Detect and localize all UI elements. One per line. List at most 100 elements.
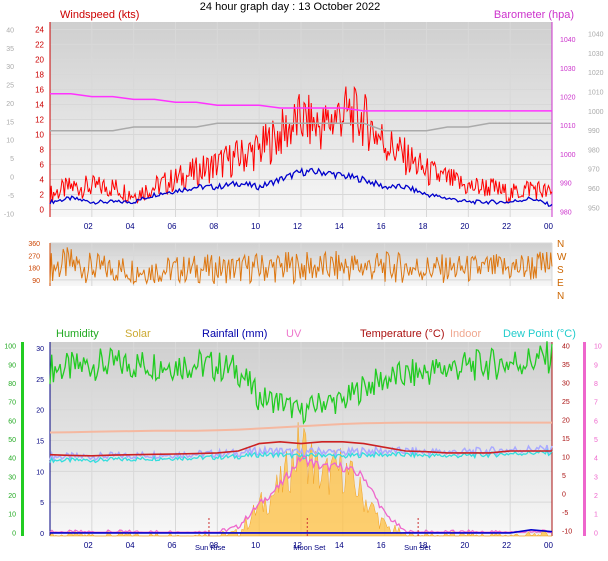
temp-tick-label: 25 <box>562 399 570 406</box>
rain-label: Rainfall (mm) <box>202 328 267 340</box>
humidity-tick-label: 30 <box>8 474 16 481</box>
barometer-line <box>50 92 552 112</box>
graph-title: 24 hour graph day : 13 October 2022 <box>200 1 380 13</box>
temp-tick-label: 10 <box>562 455 570 462</box>
x-tick-label: 00 <box>544 541 553 550</box>
temperature-line <box>49 440 552 457</box>
x-tick-label: 12 <box>293 541 302 550</box>
uv-tick-label: 9 <box>594 362 598 369</box>
dir-tick-label: 270 <box>28 253 40 260</box>
humidity-tick-label: 90 <box>8 362 16 369</box>
baro-outer-tick-label: 990 <box>588 128 600 135</box>
rain-tick-label: 0 <box>40 531 44 538</box>
outer-tick-label: 25 <box>6 83 14 90</box>
outer-tick-label: -10 <box>4 211 14 218</box>
humidity-tick-label: 80 <box>8 381 16 388</box>
temp-tick-label: 20 <box>562 418 570 425</box>
x-tick-label: 18 <box>419 541 428 550</box>
panel-labels: Windspeed (kts) Barometer (hpa) Humidity… <box>56 9 576 340</box>
wind-tick-label: 2 <box>40 191 45 200</box>
x-tick-label: 04 <box>126 541 135 550</box>
baro-outer-tick-label: 1020 <box>588 70 604 77</box>
compass-label: N <box>557 291 564 302</box>
x-tick-label: 00 <box>544 222 553 231</box>
rain-tick-label: 25 <box>36 377 44 384</box>
wind-tick-label: 14 <box>35 101 44 110</box>
outer-tick-label: 0 <box>10 175 14 182</box>
outer-tick-label: 15 <box>6 119 14 126</box>
uv-tick-label: 0 <box>594 530 598 537</box>
baro-outer-tick-label: 1000 <box>588 109 604 116</box>
temp-tick-label: 35 <box>562 362 570 369</box>
uv-tick-label: 2 <box>594 493 598 500</box>
x-tick-label: 16 <box>377 541 386 550</box>
uv-tick-label: 8 <box>594 381 598 388</box>
rain-tick-label: 15 <box>36 439 44 446</box>
solar-label: Solar <box>125 328 151 340</box>
humidity-tick-label: 70 <box>8 400 16 407</box>
temp-tick-label: 30 <box>562 381 570 388</box>
x-tick-label: 10 <box>251 541 260 550</box>
x-tick-label: 20 <box>460 541 469 550</box>
humidity-tick-label: 60 <box>8 418 16 425</box>
baro-outer-tick-label: 960 <box>588 186 600 193</box>
wind-tick-label: 6 <box>40 161 45 170</box>
temp-label: Temperature (°C) <box>360 328 444 340</box>
wind-tick-label: 22 <box>35 41 44 50</box>
apparent-temp-line <box>49 444 553 463</box>
series-layer <box>49 85 553 537</box>
temp-tick-label: -5 <box>562 510 568 517</box>
baro-tick-label: 980 <box>560 209 572 216</box>
direction-line <box>49 247 553 286</box>
humidity-tick-label: 100 <box>4 344 16 351</box>
baro-tick-label: 1000 <box>560 152 576 159</box>
uv-tick-label: 6 <box>594 418 598 425</box>
wind-tick-label: 4 <box>40 176 45 185</box>
compass-label: N <box>557 239 564 250</box>
event-label: Sun Rise <box>195 543 225 552</box>
x-tick-label: 18 <box>419 222 428 231</box>
outer-tick-label: 10 <box>6 138 14 145</box>
humidity-tick-label: 50 <box>8 437 16 444</box>
x-tick-label: 02 <box>84 222 93 231</box>
wind-axis-label: Windspeed (kts) <box>60 9 139 21</box>
outer-tick-label: -5 <box>8 193 14 200</box>
uv-tick-label: 7 <box>594 400 598 407</box>
baro-tick-label: 990 <box>560 181 572 188</box>
x-tick-label: 04 <box>126 222 135 231</box>
temp-tick-label: -10 <box>562 528 572 535</box>
uv-tick-label: 10 <box>594 344 602 351</box>
dir-tick-label: 90 <box>32 278 40 285</box>
rain-tick-label: 5 <box>40 500 44 507</box>
rainfall-line <box>50 528 553 534</box>
humidity-tick-label: 0 <box>12 530 16 537</box>
outer-tick-label: 35 <box>6 46 14 53</box>
wind-tick-label: 16 <box>35 86 44 95</box>
baro-tick-label: 1020 <box>560 95 576 102</box>
x-tick-label: 14 <box>335 541 344 550</box>
uv-tick-label: 1 <box>594 512 598 519</box>
outer-tick-label: 30 <box>6 64 14 71</box>
wind-tick-label: 0 <box>40 206 45 215</box>
uv-axis-bar <box>583 342 586 536</box>
baro-outer-tick-label: 970 <box>588 167 600 174</box>
baro-outer-tick-label: 1030 <box>588 51 604 58</box>
baro-outer-tick-label: 980 <box>588 147 600 154</box>
baro-outer-tick-label: 950 <box>588 205 600 212</box>
x-tick-label: 08 <box>209 222 218 231</box>
x-tick-label: 08 <box>209 541 218 550</box>
x-tick-label: 20 <box>460 222 469 231</box>
baro-outer-tick-label: 1040 <box>588 32 604 39</box>
indoor-line <box>49 421 552 434</box>
x-tick-label: 14 <box>335 222 344 231</box>
dew-label: Dew Point (°C) <box>503 328 576 340</box>
event-markers: Sun Rise Moon Set Sun Set <box>195 518 432 552</box>
compass-label: E <box>557 278 564 289</box>
baro-tick-label: 1030 <box>560 66 576 73</box>
x-tick-label: 02 <box>84 541 93 550</box>
x-tick-label: 22 <box>502 541 511 550</box>
baro-outer-tick-label: 1010 <box>588 90 604 97</box>
gust-max-line <box>50 122 552 132</box>
wind-tick-label: 20 <box>35 56 44 65</box>
